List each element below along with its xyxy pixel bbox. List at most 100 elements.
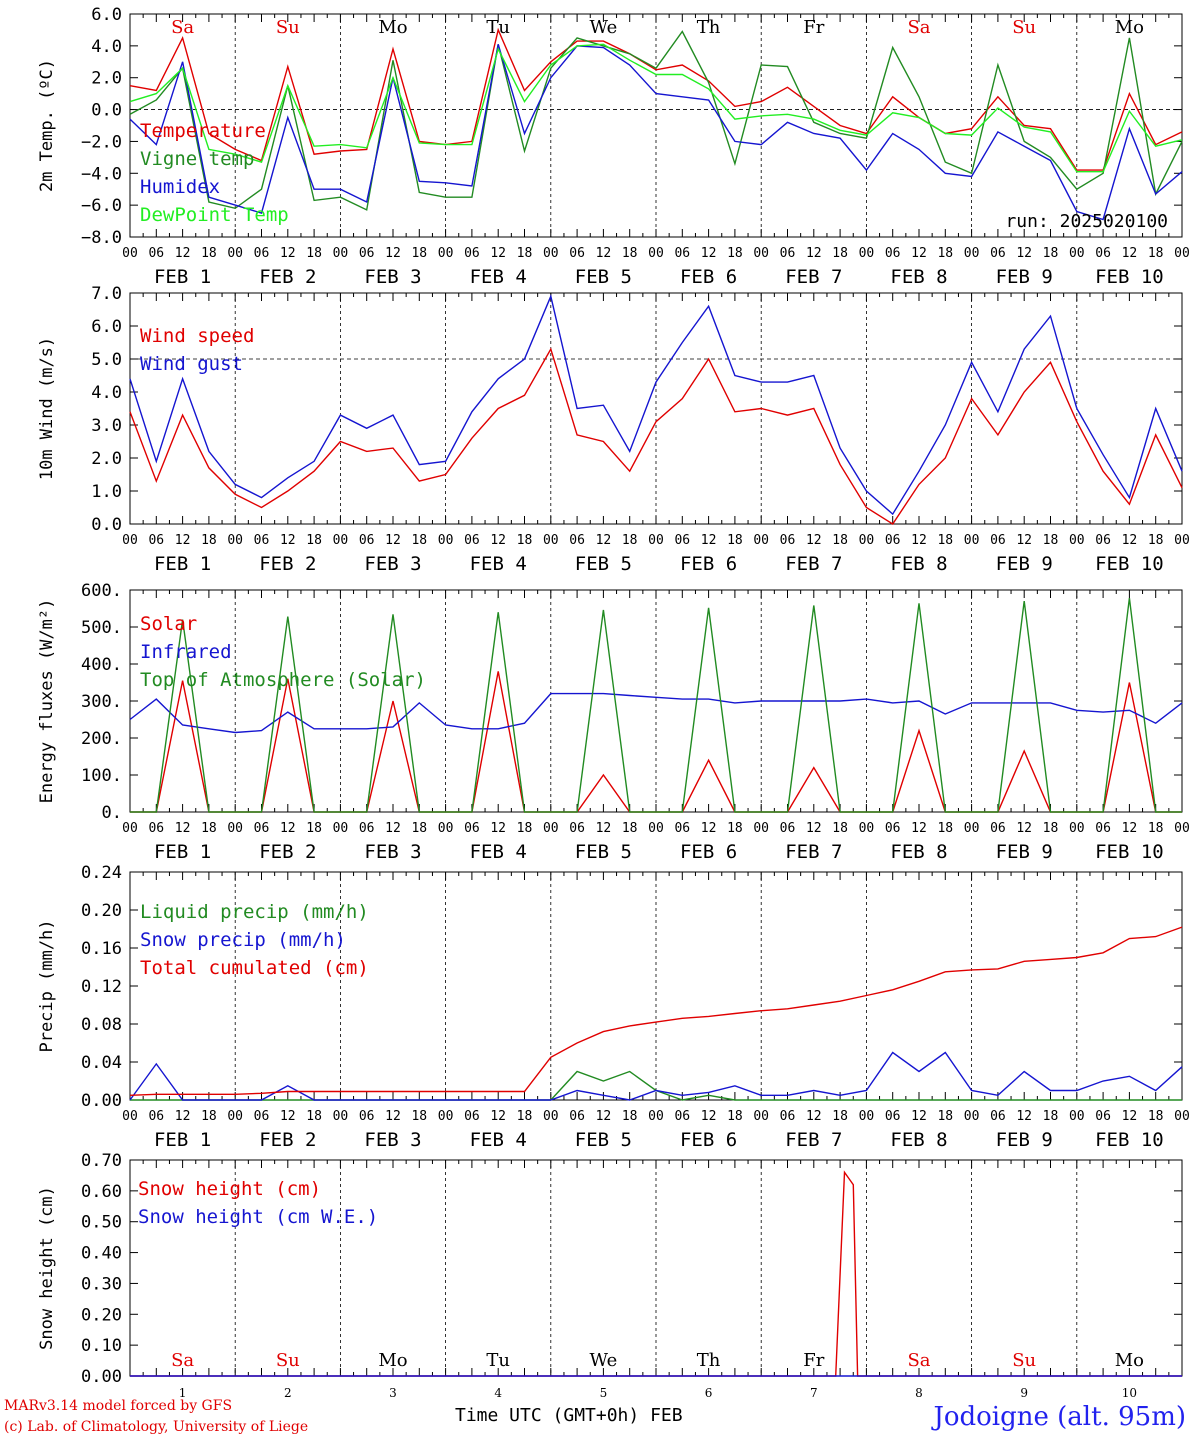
date-label: FEB 7 [785, 553, 842, 575]
series-line [129, 294, 1183, 516]
hour-tick-label: 06 [569, 1109, 585, 1124]
hour-tick-label: 18 [622, 246, 638, 261]
hour-tick-label: 06 [990, 821, 1006, 836]
day-number-label: 5 [600, 1386, 608, 1400]
hour-tick-label: 18 [622, 533, 638, 548]
hour-tick-label: 06 [885, 821, 901, 836]
hour-tick-label: 12 [701, 821, 717, 836]
hour-tick-label: 00 [438, 533, 454, 548]
hour-tick-label: 00 [1069, 1109, 1085, 1124]
date-label: FEB 1 [154, 266, 211, 288]
hour-tick-label: 12 [806, 821, 822, 836]
y-tick-label: 0.40 [81, 1244, 122, 1264]
hour-tick-label: 06 [990, 246, 1006, 261]
hour-tick-label: 00 [859, 1109, 875, 1124]
date-label: FEB 9 [996, 841, 1053, 863]
y-tick-label: 200. [81, 729, 122, 749]
day-number-label: 1 [179, 1386, 187, 1400]
hour-tick-label: 00 [227, 533, 243, 548]
hour-tick-label: 18 [201, 533, 217, 548]
hour-tick-label: 12 [596, 821, 612, 836]
weekday-label: Tu [486, 1350, 510, 1371]
footer-lab-credit: (c) Lab. of Climatology, University of L… [4, 1419, 309, 1435]
weekday-label: Tu [486, 17, 510, 38]
date-label: FEB 8 [890, 1129, 947, 1151]
hour-tick-label: 12 [385, 1109, 401, 1124]
hour-tick-label: 12 [280, 1109, 296, 1124]
hour-tick-label: 18 [832, 1109, 848, 1124]
date-label: FEB 10 [1095, 841, 1164, 863]
date-label: FEB 4 [470, 1129, 527, 1151]
hour-tick-label: 00 [753, 1109, 769, 1124]
hour-tick-label: 00 [964, 1109, 980, 1124]
date-label: FEB 2 [259, 1129, 316, 1151]
hour-tick-label: 12 [701, 533, 717, 548]
y-tick-label: 6.0 [91, 317, 122, 337]
day-number-label: 4 [494, 1386, 502, 1400]
hour-tick-label: 18 [727, 821, 743, 836]
hour-tick-label: 18 [727, 1109, 743, 1124]
hour-tick-label: 06 [464, 1109, 480, 1124]
legend-entry: Humidex [140, 176, 220, 198]
hour-tick-label: 00 [122, 1109, 138, 1124]
weekday-label: Mo [378, 1350, 407, 1371]
hour-tick-label: 18 [411, 246, 427, 261]
x-axis-title: Time UTC (GMT+0h) FEB [455, 1405, 683, 1426]
y-axis-title: Energy fluxes (W/m²) [37, 599, 57, 804]
hour-tick-label: 12 [806, 533, 822, 548]
hour-tick-label: 12 [596, 1109, 612, 1124]
legend-entry: Infrared [140, 641, 232, 663]
date-label: FEB 10 [1095, 266, 1164, 288]
hour-tick-label: 00 [122, 821, 138, 836]
y-tick-label: 0.00 [81, 1367, 122, 1387]
date-label: FEB 6 [680, 266, 737, 288]
hour-tick-label: 12 [1016, 533, 1032, 548]
y-tick-label: 4.0 [91, 383, 122, 403]
date-label: FEB 5 [575, 266, 632, 288]
series-line [129, 44, 1183, 221]
date-label: FEB 9 [996, 1129, 1053, 1151]
day-number-label: 6 [705, 1386, 713, 1400]
hour-tick-label: 18 [411, 1109, 427, 1124]
series-line [129, 347, 1183, 525]
y-tick-label: 2.0 [91, 69, 122, 89]
y-tick-label: 0.20 [81, 901, 122, 921]
series-line [129, 692, 1183, 734]
hour-tick-label: 06 [674, 821, 690, 836]
y-tick-label: −8.0 [81, 228, 122, 248]
date-label: FEB 4 [470, 553, 527, 575]
hour-tick-label: 12 [911, 821, 927, 836]
hour-tick-label: 06 [359, 246, 375, 261]
hour-tick-label: 06 [674, 533, 690, 548]
hour-tick-label: 18 [622, 821, 638, 836]
y-tick-label: 4.0 [91, 37, 122, 57]
hour-tick-label: 06 [885, 246, 901, 261]
hour-tick-label: 12 [175, 533, 191, 548]
hour-tick-label: 18 [517, 821, 533, 836]
hour-tick-label: 06 [148, 1109, 164, 1124]
weekday-label: Th [697, 1350, 721, 1371]
hour-tick-label: 18 [1148, 821, 1164, 836]
hour-tick-label: 18 [1148, 1109, 1164, 1124]
date-label: FEB 1 [154, 553, 211, 575]
hour-tick-label: 06 [464, 533, 480, 548]
date-label: FEB 10 [1095, 1129, 1164, 1151]
weekday-label: Sa [907, 1350, 930, 1371]
weekday-label: Sa [907, 17, 930, 38]
hour-tick-label: 00 [543, 1109, 559, 1124]
hour-tick-label: 12 [911, 1109, 927, 1124]
hour-tick-label: 18 [306, 246, 322, 261]
hour-tick-label: 00 [1174, 821, 1190, 836]
hour-tick-label: 00 [227, 821, 243, 836]
y-tick-label: 300. [81, 692, 122, 712]
date-label: FEB 8 [890, 841, 947, 863]
hour-tick-label: 12 [1122, 533, 1138, 548]
date-label: FEB 6 [680, 1129, 737, 1151]
legend-entry: Snow height (cm W.E.) [138, 1206, 378, 1228]
hour-tick-label: 18 [832, 246, 848, 261]
hour-tick-label: 00 [1174, 533, 1190, 548]
hour-tick-label: 00 [1069, 533, 1085, 548]
y-tick-label: −2.0 [81, 132, 122, 152]
date-label: FEB 10 [1095, 553, 1164, 575]
